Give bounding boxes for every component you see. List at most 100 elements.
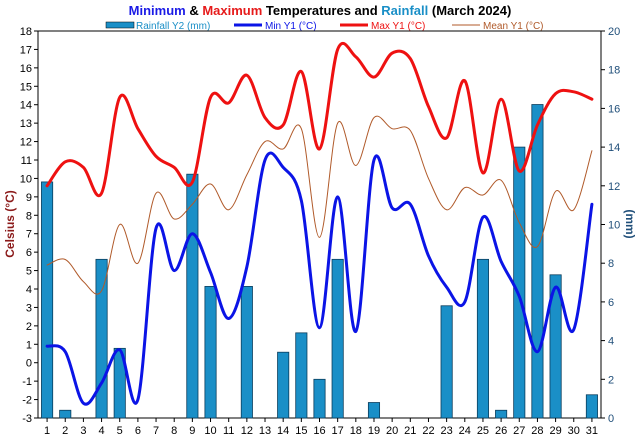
x-tick-label: 14: [277, 425, 289, 437]
y-tick-label: 15: [20, 81, 32, 93]
x-tick-label: 10: [204, 425, 216, 437]
chart-title: Minimum & Maximum Temperatures and Rainf…: [129, 3, 512, 18]
y-tick-label: 6: [26, 247, 32, 259]
temperature-lines: [45, 41, 594, 406]
rainfall-bar: [277, 351, 290, 419]
y-tick-label: 17: [20, 44, 32, 56]
x-tick-label: 30: [568, 425, 580, 437]
x-axis-ticks: 1 2 3 4 5 6 7 8 9 10 11 12 13 14 15 16 17 18 19 20 21 22 23 24 2…: [44, 418, 598, 437]
min-temp-line: [45, 151, 594, 406]
y-tick-label: 12: [20, 137, 32, 149]
rainfall-bar: [41, 181, 54, 419]
x-tick-label: 22: [422, 425, 434, 437]
x-tick-label: 28: [531, 425, 543, 437]
x-tick-label: 6: [135, 425, 141, 437]
y2-tick-label: 0: [608, 413, 614, 425]
legend-max-label: Max Y1 (°C): [371, 21, 425, 32]
y-tick-label: 16: [20, 63, 32, 75]
y-tick-label: 1: [26, 339, 32, 351]
y-tick-label: 18: [20, 26, 32, 38]
y-tick-label: 11: [21, 155, 32, 167]
x-tick-label: 12: [241, 425, 253, 437]
x-tick-label: 18: [350, 425, 362, 437]
y-tick-label: 5: [26, 266, 32, 278]
y-tick-label: -1: [22, 376, 32, 388]
y-tick-label: -3: [22, 413, 32, 425]
legend-mean-label: Mean Y1 (°C): [483, 21, 544, 32]
title-period: (March 2024): [428, 3, 511, 18]
x-tick-label: 7: [153, 425, 159, 437]
y-tick-label: 4: [26, 284, 32, 296]
x-tick-label: 1: [44, 425, 50, 437]
y-tick-label: -2: [22, 395, 32, 407]
x-tick-label: 20: [386, 425, 398, 437]
y2-tick-label: 8: [608, 258, 614, 270]
rainfall-bar: [95, 258, 108, 419]
legend-rain-swatch: [105, 21, 135, 29]
x-tick-label: 3: [80, 425, 86, 437]
y2-tick-label: 12: [608, 181, 620, 193]
title-and: &: [186, 3, 203, 18]
x-tick-label: 5: [117, 425, 123, 437]
legend: Rainfall Y2 (mm) Min Y1 (°C) Max Y1 (°C)…: [105, 21, 544, 32]
x-tick-label: 23: [441, 425, 453, 437]
legend-rain-label: Rainfall Y2 (mm): [136, 21, 210, 32]
legend-min-label: Min Y1 (°C): [265, 21, 317, 32]
y-tick-label: 2: [26, 321, 32, 333]
y2-tick-label: 16: [608, 103, 620, 115]
x-tick-label: 29: [549, 425, 561, 437]
x-tick-label: 2: [62, 425, 68, 437]
y2-tick-label: 4: [608, 336, 614, 348]
x-tick-label: 24: [459, 425, 471, 437]
rainfall-bar: [331, 258, 344, 419]
max-temp-line: [45, 41, 594, 198]
rainfall-bar: [204, 286, 217, 419]
x-tick-label: 4: [99, 425, 105, 437]
x-tick-label: 11: [223, 425, 234, 437]
y-tick-label: 3: [26, 302, 32, 314]
x-tick-label: 19: [368, 425, 380, 437]
y-tick-label: 9: [26, 192, 32, 204]
rainfall-bar: [495, 409, 508, 419]
rainfall-bar: [59, 409, 72, 419]
rainfall-bar: [440, 305, 453, 419]
y2-axis-title: (mm): [623, 209, 637, 238]
y-tick-label: 8: [26, 210, 32, 222]
x-tick-label: 13: [259, 425, 271, 437]
y2-axis-ticks: 0 2 4 6 8 10 12 14 16 18 20: [601, 26, 620, 425]
rainfall-bar: [186, 173, 199, 419]
mean-temp-line: [46, 115, 593, 295]
title-minimum: Minimum: [129, 3, 186, 18]
x-tick-label: 27: [513, 425, 525, 437]
x-tick-label: 16: [313, 425, 325, 437]
rainfall-bar: [295, 332, 308, 419]
x-tick-label: 9: [189, 425, 195, 437]
rainfall-bar: [476, 258, 489, 419]
x-tick-label: 15: [295, 425, 307, 437]
x-tick-label: 26: [495, 425, 507, 437]
rainfall-bar: [313, 378, 326, 419]
rainfall-bar: [531, 104, 544, 419]
y2-tick-label: 14: [608, 142, 620, 154]
title-maximum: Maximum: [202, 3, 262, 18]
x-tick-label: 17: [332, 425, 344, 437]
title-rainfall: Rainfall: [381, 3, 428, 18]
y2-tick-label: 10: [608, 220, 620, 232]
y2-tick-label: 20: [608, 26, 620, 38]
x-tick-label: 21: [404, 425, 416, 437]
rainfall-bar: [513, 146, 526, 419]
y-tick-label: 13: [20, 118, 32, 130]
y2-tick-label: 6: [608, 297, 614, 309]
y-tick-label: 10: [20, 173, 32, 185]
y-tick-label: 14: [20, 100, 32, 112]
rainfall-bar: [367, 402, 381, 419]
x-tick-label: 31: [586, 425, 598, 437]
title-temps: Temperatures and: [262, 3, 381, 18]
x-tick-label: 8: [171, 425, 177, 437]
y2-tick-label: 2: [608, 374, 614, 386]
x-tick-label: 25: [477, 425, 489, 437]
rainfall-bar: [240, 286, 253, 419]
y-tick-label: 7: [26, 229, 32, 241]
